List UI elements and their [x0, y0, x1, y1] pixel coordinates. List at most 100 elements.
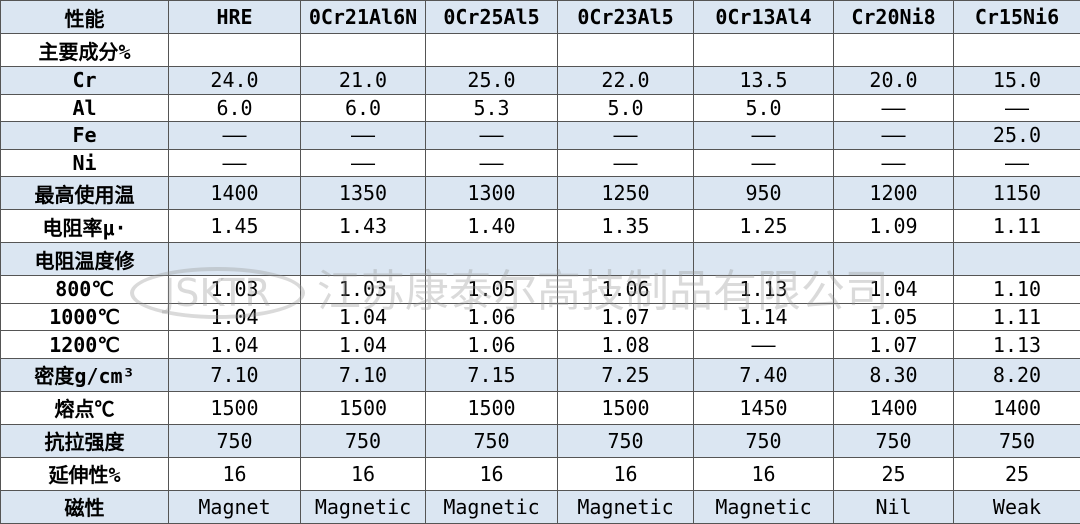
- table-cell: [168, 33, 301, 68]
- table-cell: 电阻率μ·: [0, 209, 169, 244]
- header-row: 性能 HRE 0Cr21Al6N 0Cr25Al5 0Cr23Al5 0Cr13Al4 Cr…: [0, 0, 1080, 35]
- table-row: Cr 24.0 21.0 25.0 22.0 13.5 20.0 15.0: [0, 66, 1080, 95]
- table-cell: 1.13: [953, 330, 1080, 359]
- table-cell: 25.0: [953, 121, 1080, 150]
- table-cell: 16: [168, 456, 301, 491]
- table-cell: 1.03: [300, 275, 426, 304]
- header-cell: 0Cr25Al5: [425, 0, 558, 35]
- table-cell: 750: [557, 423, 694, 458]
- table-cell: 1.07: [557, 302, 694, 332]
- table-row: 磁性 Magnet Magnetic Magnetic Magnetic Magnetic…: [0, 489, 1080, 524]
- table-cell: Ni: [0, 148, 169, 178]
- table-row: 电阻温度修: [0, 242, 1080, 277]
- table-cell: ——: [557, 121, 694, 150]
- table-cell: [300, 33, 426, 68]
- table-cell: Magnetic: [693, 489, 834, 524]
- table-cell: [693, 242, 834, 277]
- table-row: Ni —— —— —— —— —— —— ——: [0, 148, 1080, 178]
- table-cell: ——: [557, 148, 694, 178]
- table-cell: ——: [833, 148, 954, 178]
- table-cell: [557, 33, 694, 68]
- table-row: 1200℃ 1.04 1.04 1.06 1.08 —— 1.07 1.13: [0, 330, 1080, 359]
- table-row: 主要成分%: [0, 33, 1080, 68]
- table-cell: 13.5: [693, 66, 834, 95]
- table-cell: 1.40: [425, 209, 558, 244]
- table-cell: 7.10: [300, 357, 426, 392]
- table-cell: 1200℃: [0, 330, 169, 359]
- table-cell: Fe: [0, 121, 169, 150]
- table-cell: ——: [833, 121, 954, 150]
- table-cell: 8.30: [833, 357, 954, 392]
- table-cell: 1.07: [833, 330, 954, 359]
- table-cell: [953, 33, 1080, 68]
- table-cell: 主要成分%: [0, 33, 169, 68]
- table-cell: 1450: [693, 390, 834, 425]
- table-cell: 1.43: [300, 209, 426, 244]
- table-cell: 750: [425, 423, 558, 458]
- table-cell: 7.10: [168, 357, 301, 392]
- table-cell: 25: [833, 456, 954, 491]
- table-cell: 1350: [300, 176, 426, 211]
- table-cell: ——: [300, 148, 426, 178]
- table-cell: [833, 242, 954, 277]
- table-row: 800℃ 1.03 1.03 1.05 1.06 1.13 1.04 1.10: [0, 275, 1080, 304]
- header-cell: 0Cr23Al5: [557, 0, 694, 35]
- table-row: Fe —— —— —— —— —— —— 25.0: [0, 121, 1080, 150]
- header-cell: 0Cr21Al6N: [300, 0, 426, 35]
- table-cell: ——: [833, 93, 954, 123]
- table-cell: 1500: [168, 390, 301, 425]
- table-cell: 1.04: [300, 330, 426, 359]
- table-cell: 1.04: [300, 302, 426, 332]
- table-cell: 750: [953, 423, 1080, 458]
- table-cell: 1.13: [693, 275, 834, 304]
- table-row: 密度g/cm³ 7.10 7.10 7.15 7.25 7.40 8.30 8.20: [0, 357, 1080, 392]
- table-cell: ——: [693, 330, 834, 359]
- table-cell: 1.45: [168, 209, 301, 244]
- table-cell: ——: [168, 148, 301, 178]
- table-cell: 1.35: [557, 209, 694, 244]
- table-cell: ——: [693, 121, 834, 150]
- table-row: 延伸性% 16 16 16 16 16 25 25: [0, 456, 1080, 491]
- table-cell: 1500: [425, 390, 558, 425]
- table-cell: 1.25: [693, 209, 834, 244]
- table-cell: 16: [557, 456, 694, 491]
- table-cell: 800℃: [0, 275, 169, 304]
- table-cell: 1200: [833, 176, 954, 211]
- table-cell: 16: [425, 456, 558, 491]
- table-cell: [833, 33, 954, 68]
- table-cell: 1.06: [425, 302, 558, 332]
- table-cell: 16: [693, 456, 834, 491]
- table-cell: Weak: [953, 489, 1080, 524]
- table-cell: 5.3: [425, 93, 558, 123]
- table-cell: 1.14: [693, 302, 834, 332]
- table-cell: Magnetic: [425, 489, 558, 524]
- table-cell: Magnetic: [557, 489, 694, 524]
- table-cell: 21.0: [300, 66, 426, 95]
- table-cell: ——: [425, 121, 558, 150]
- table-cell: 950: [693, 176, 834, 211]
- table-cell: 7.40: [693, 357, 834, 392]
- table-cell: 1150: [953, 176, 1080, 211]
- table-cell: 22.0: [557, 66, 694, 95]
- table-cell: 1.09: [833, 209, 954, 244]
- table-cell: 1500: [557, 390, 694, 425]
- table-cell: 7.15: [425, 357, 558, 392]
- table-cell: ——: [300, 121, 426, 150]
- table-cell: Al: [0, 93, 169, 123]
- table-cell: 25.0: [425, 66, 558, 95]
- header-cell: HRE: [168, 0, 301, 35]
- table-cell: 抗拉强度: [0, 423, 169, 458]
- table-cell: 16: [300, 456, 426, 491]
- table-cell: 1.10: [953, 275, 1080, 304]
- table-cell: [300, 242, 426, 277]
- table-cell: 20.0: [833, 66, 954, 95]
- table-cell: 1250: [557, 176, 694, 211]
- table-cell: 1.11: [953, 209, 1080, 244]
- table-cell: 25: [953, 456, 1080, 491]
- table-cell: [425, 33, 558, 68]
- table-cell: 电阻温度修: [0, 242, 169, 277]
- table-cell: 1.06: [425, 330, 558, 359]
- table-cell: 1000℃: [0, 302, 169, 332]
- table-cell: 24.0: [168, 66, 301, 95]
